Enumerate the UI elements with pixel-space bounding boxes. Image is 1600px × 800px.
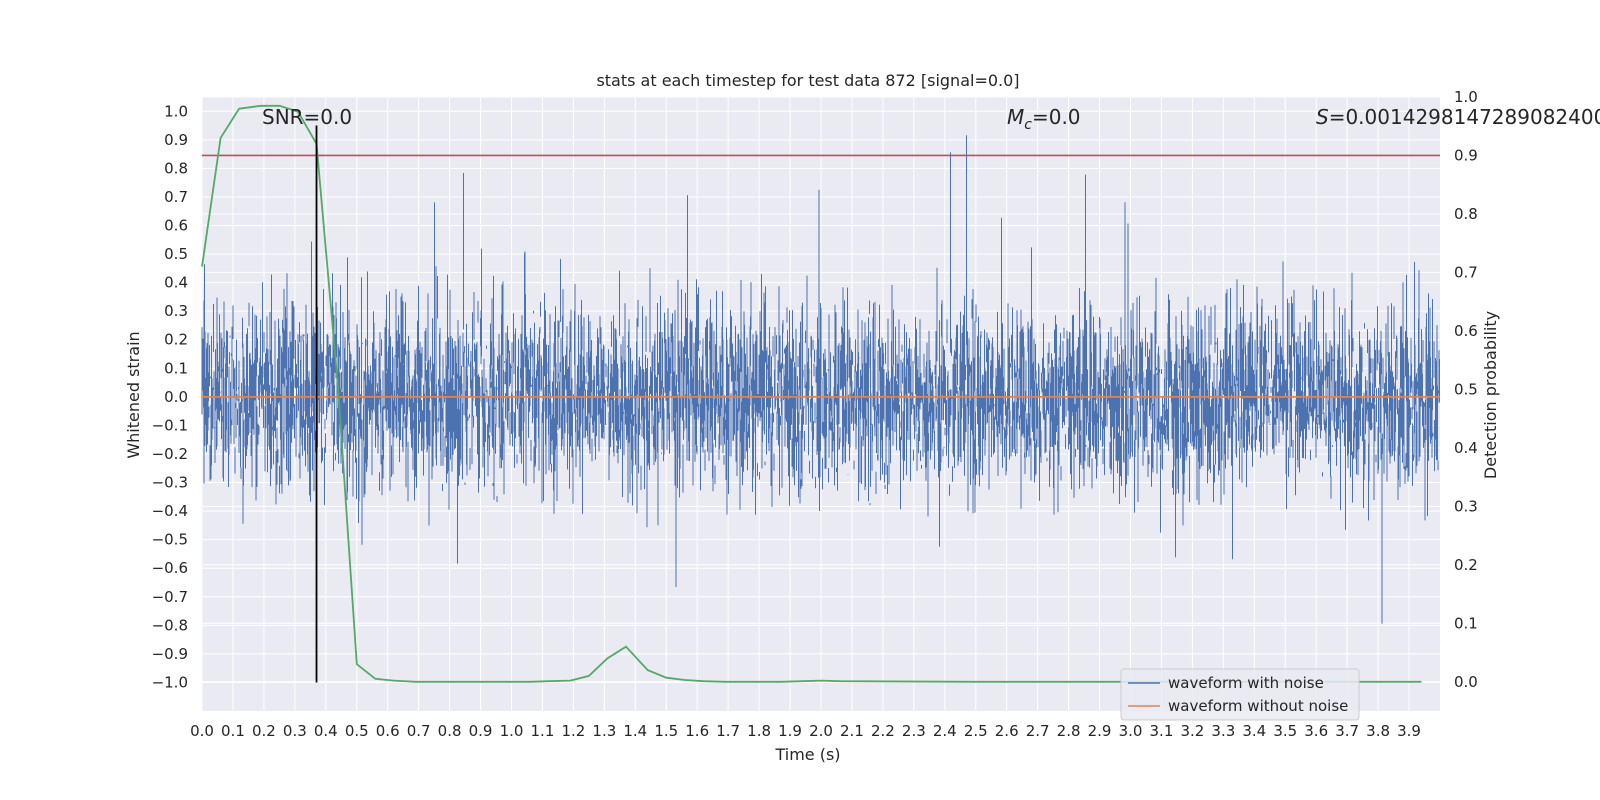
x-tick-label: 3.3 — [1211, 722, 1235, 740]
x-tick-label: 1.4 — [623, 722, 647, 740]
y-tick-label: 0.6 — [164, 217, 188, 235]
x-tick-label: 0.9 — [469, 722, 493, 740]
y2-tick-label: 1.0 — [1454, 88, 1478, 106]
y2-tick-label: 0.0 — [1454, 673, 1478, 691]
x-tick-label: 3.8 — [1366, 722, 1390, 740]
y-tick-label: −0.5 — [152, 531, 188, 549]
y-tick-label: 0.9 — [164, 131, 188, 149]
s-value: =0.0014298147289082400 — [1329, 105, 1600, 129]
x-tick-label: 2.7 — [1026, 722, 1050, 740]
snr-annotation: SNR=0.0 — [262, 105, 352, 129]
legend-label-noise: waveform with noise — [1168, 674, 1324, 692]
y-tick-label: 0.7 — [164, 188, 188, 206]
y-tick-label: −0.1 — [152, 416, 188, 434]
y2-tick-label: 0.4 — [1454, 439, 1478, 457]
x-tick-label: 2.2 — [871, 722, 895, 740]
y-tick-label: 1.0 — [164, 102, 188, 120]
y2-tick-label: 0.9 — [1454, 146, 1478, 164]
chart-title: stats at each timestep for test data 872… — [596, 71, 1019, 90]
x-tick-label: 3.2 — [1180, 722, 1204, 740]
x-tick-label: 1.5 — [654, 722, 678, 740]
x-tick-label: 1.1 — [531, 722, 555, 740]
x-tick-label: 0.3 — [283, 722, 307, 740]
mc-annotation: Mc=0.0 — [1007, 105, 1081, 133]
x-tick-label: 2.3 — [902, 722, 926, 740]
x-tick-label: 1.2 — [561, 722, 585, 740]
y-tick-label: 0.2 — [164, 331, 188, 349]
mc-value: =0.0 — [1032, 105, 1081, 129]
y2-tick-label: 0.7 — [1454, 263, 1478, 281]
y-tick-label: −0.8 — [152, 616, 188, 634]
x-tick-label: 3.0 — [1119, 722, 1143, 740]
y-tick-label: −0.2 — [152, 445, 188, 463]
x-tick-label: 3.5 — [1273, 722, 1297, 740]
y2-axis-ticks: 1.0 0.9 0.8 0.7 0.6 0.5 0.4 0.3 0.2 0.1 0.0 — [1454, 88, 1478, 691]
x-tick-label: 2.4 — [933, 722, 957, 740]
x-tick-label: 0.4 — [314, 722, 338, 740]
y-tick-label: −0.4 — [152, 502, 188, 520]
y-tick-label: 0.4 — [164, 274, 188, 292]
mc-subscript: c — [1024, 117, 1032, 133]
y2-tick-label: 0.2 — [1454, 556, 1478, 574]
x-tick-label: 2.8 — [1057, 722, 1081, 740]
y2-tick-label: 0.3 — [1454, 497, 1478, 515]
y-tick-label: −0.7 — [152, 588, 188, 606]
x-tick-label: 0.0 — [190, 722, 214, 740]
y2-tick-label: 0.6 — [1454, 322, 1478, 340]
x-axis-label: Time (s) — [774, 745, 840, 764]
x-tick-label: 0.5 — [345, 722, 369, 740]
series-detection-probability — [201, 104, 1422, 683]
series-waveform-with-noise — [201, 135, 1440, 624]
x-tick-label: 0.1 — [221, 722, 245, 740]
y-tick-label: −1.0 — [152, 673, 188, 691]
x-tick-label: 0.7 — [407, 722, 431, 740]
x-tick-label: 0.6 — [376, 722, 400, 740]
x-axis-ticks: 0.0 0.1 0.2 0.3 0.4 0.5 0.6 0.7 0.8 0.9 1.0 1.1 1.2 1… — [190, 722, 1421, 740]
s-annotation: S=0.0014298147289082400 — [1316, 105, 1600, 129]
x-tick-label: 1.7 — [716, 722, 740, 740]
x-tick-label: 3.1 — [1150, 722, 1174, 740]
y-axis-label: Whitened strain — [124, 331, 143, 458]
y-tick-label: 0.8 — [164, 159, 188, 177]
y-tick-label: −0.3 — [152, 474, 188, 492]
x-tick-label: 1.8 — [747, 722, 771, 740]
x-tick-label: 3.6 — [1304, 722, 1328, 740]
x-tick-label: 1.6 — [685, 722, 709, 740]
x-tick-label: 1.0 — [500, 722, 524, 740]
x-tick-label: 2.0 — [809, 722, 833, 740]
y-tick-label: −0.9 — [152, 645, 188, 663]
legend: waveform with noise waveform without noi… — [1120, 668, 1360, 721]
x-tick-label: 0.2 — [252, 722, 276, 740]
y2-tick-label: 0.8 — [1454, 205, 1478, 223]
y-tick-label: 0.0 — [164, 388, 188, 406]
x-tick-label: 3.9 — [1397, 722, 1421, 740]
s-symbol: S — [1316, 105, 1329, 129]
y-tick-label: 0.5 — [164, 245, 188, 263]
y2-axis-label: Detection probability — [1481, 311, 1500, 479]
x-tick-label: 1.3 — [592, 722, 616, 740]
x-tick-label: 3.7 — [1335, 722, 1359, 740]
x-tick-label: 2.1 — [840, 722, 864, 740]
noise-trace — [201, 135, 1440, 624]
x-tick-label: 1.9 — [778, 722, 802, 740]
grid-lines — [201, 96, 1440, 711]
mc-symbol: M — [1007, 105, 1024, 129]
y2-tick-label: 0.5 — [1454, 380, 1478, 398]
y-tick-label: 0.3 — [164, 302, 188, 320]
x-tick-label: 2.9 — [1088, 722, 1112, 740]
x-tick-label: 0.8 — [438, 722, 462, 740]
x-tick-label: 2.6 — [995, 722, 1019, 740]
y-tick-label: 0.1 — [164, 359, 188, 377]
y-axis-ticks: 1.0 0.9 0.8 0.7 0.6 0.5 0.4 0.3 0.2 0.1 0.0 −0.1 −0.… — [152, 102, 188, 691]
y2-tick-label: 0.1 — [1454, 614, 1478, 632]
x-tick-label: 3.4 — [1242, 722, 1266, 740]
y-tick-label: −0.6 — [152, 559, 188, 577]
x-tick-label: 2.5 — [964, 722, 988, 740]
legend-label-clean: waveform without noise — [1168, 697, 1348, 715]
legend-box — [1120, 668, 1360, 721]
